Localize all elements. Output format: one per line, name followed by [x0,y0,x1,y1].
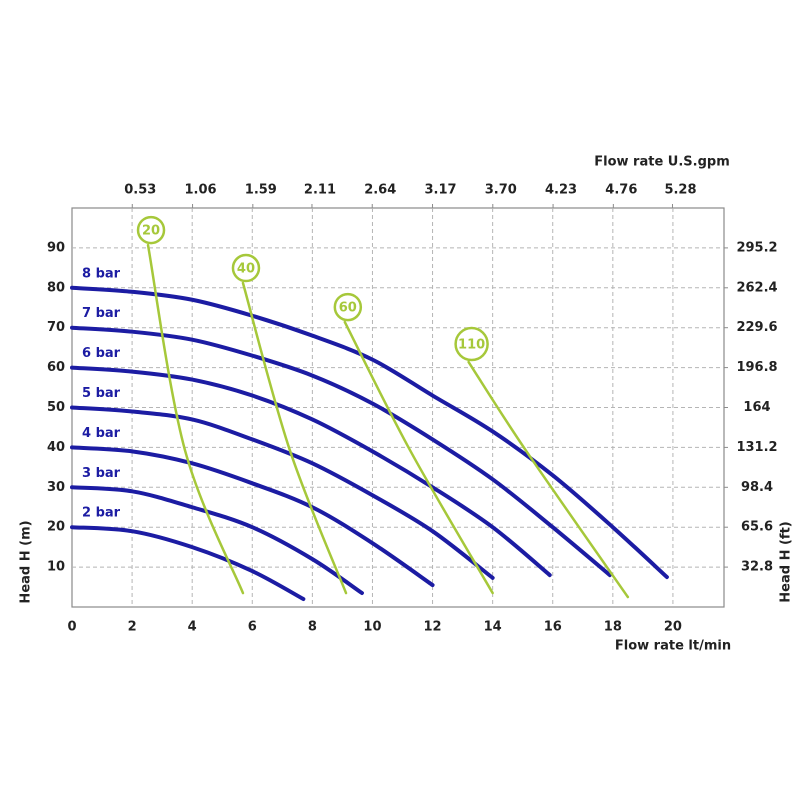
x-tick-label: 12 [424,620,442,635]
x-tick-label: 10 [363,620,381,635]
x2-tick-label: 1.06 [185,183,217,198]
x2-tick-label: 4.76 [605,183,637,198]
x-tick-label: 16 [544,620,562,635]
x2-axis-title: Flow rate U.S.gpm [594,155,730,170]
x2-tick-label: 3.17 [424,183,456,198]
series-label: 7 bar [82,306,121,321]
x2-tick-label: 3.70 [485,183,517,198]
y-tick-label: 70 [47,320,65,335]
x-tick-label: 18 [604,620,622,635]
series-label-circle [454,326,489,362]
series-line [343,320,494,595]
x-tick-label: 14 [484,620,502,635]
y2-tick-label: 229.6 [736,320,777,335]
series-label: 4 bar [82,426,121,441]
series-line [70,485,364,596]
y2-axis-title: Head H (ft) [779,521,794,602]
y-tick-label: 60 [47,360,65,375]
x2-tick-label: 2.64 [364,183,396,198]
y-tick-label: 90 [47,240,65,255]
x2-tick-label: 4.23 [545,183,577,198]
y-tick-label: 30 [47,480,65,495]
series-line [70,445,435,588]
series-line [70,325,612,578]
x2-tick-label: 2.11 [304,183,336,198]
series-label-circle [136,215,166,245]
x-tick-label: 0 [67,620,76,635]
x-tick-label: 6 [248,620,257,635]
y2-tick-label: 32.8 [741,560,773,575]
y2-tick-label: 164 [743,400,770,415]
y-tick-label: 10 [47,560,65,575]
series-line [70,285,669,580]
y-tick-label: 40 [47,440,65,455]
x-tick-label: 20 [664,620,682,635]
series-label: 3 bar [82,466,121,481]
series-label: 5 bar [82,386,121,401]
series-line [146,243,245,595]
y2-tick-label: 98.4 [741,480,773,495]
series-line [467,360,630,599]
series-label: 110 [458,338,485,353]
series-line [70,365,552,578]
series-label-circle [333,292,363,322]
x2-tick-label: 1.59 [245,183,277,198]
series-label: 60 [339,301,357,316]
x-tick-label: 4 [188,620,197,635]
y2-tick-label: 196.8 [736,360,777,375]
x-tick-label: 2 [128,620,137,635]
y-tick-label: 20 [47,520,65,535]
x-tick-label: 8 [308,620,317,635]
x2-tick-label: 5.28 [664,183,696,198]
series-label: 40 [237,262,255,277]
x2-tick-label: 0.53 [124,183,156,198]
x-axis-title: Flow rate lt/min [615,639,731,654]
series-label: 6 bar [82,346,121,361]
y-axis-title: Head H (m) [19,520,34,603]
y-tick-label: 80 [47,280,65,295]
series-label: 20 [142,224,160,239]
series-label-circle [231,253,261,283]
series-label: 8 bar [82,266,121,281]
series-line [70,525,306,602]
y2-tick-label: 131.2 [736,440,777,455]
y-tick-label: 50 [47,400,65,415]
series-label: 2 bar [82,506,121,521]
series-line [241,281,348,595]
y2-tick-label: 262.4 [736,280,777,295]
y2-tick-label: 65.6 [741,520,773,535]
y2-tick-label: 295.2 [736,240,777,255]
